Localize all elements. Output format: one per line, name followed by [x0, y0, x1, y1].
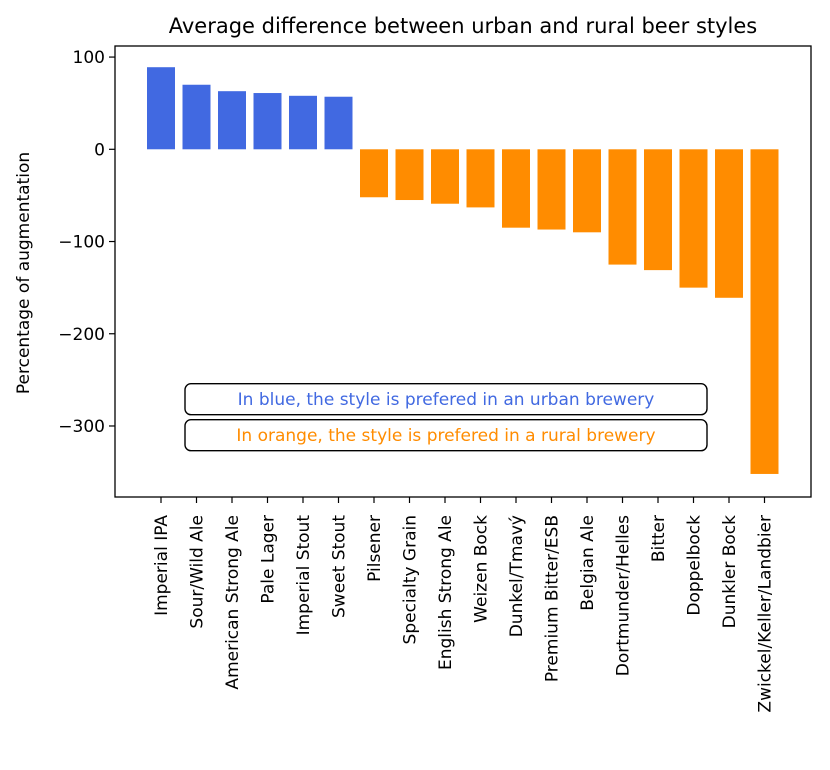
annotation-text: In orange, the style is prefered in a ru… — [236, 426, 655, 446]
x-tick-label: English Strong Ale — [436, 515, 456, 670]
bar-american-strong-ale — [218, 91, 246, 150]
bar-belgian-ale — [573, 149, 601, 233]
bar-weizen-bock — [466, 149, 495, 208]
x-tick-label: Pale Lager — [259, 515, 279, 604]
annotation-text: In blue, the style is prefered in an urb… — [238, 390, 655, 410]
x-ticks-group: Imperial IPA Sour/Wild Ale American Strong… — [152, 497, 776, 713]
x-tick-label: Imperial Stout — [294, 515, 314, 636]
x-tick-label: Imperial IPA — [152, 515, 172, 616]
x-tick-label: Zwickel/Keller/Landbier — [756, 515, 776, 713]
x-tick-label: Belgian Ale — [578, 515, 598, 611]
bar-english-strong-ale — [431, 149, 459, 204]
x-tick-label: Dortmunder/Helles — [614, 515, 634, 676]
x-tick-label: Sweet Stout — [330, 515, 350, 618]
bar-doppelbock — [679, 149, 708, 288]
y-axis-label: Percentage of augmentation — [14, 152, 34, 394]
bar-imperial-stout — [289, 95, 317, 150]
bars-group — [147, 67, 779, 474]
x-tick-label: Dunkel/Tmavý — [507, 515, 527, 637]
annotations-group: In blue, the style is prefered in an urb… — [184, 383, 708, 452]
chart-title: Average difference between urban and rur… — [169, 14, 758, 38]
plot-frame — [114, 45, 812, 498]
annotation-box — [184, 419, 708, 452]
x-tick-label: Premium Bitter/ESB — [543, 515, 563, 682]
y-tick-label: −200 — [58, 325, 105, 345]
y-ticks-group: 100 0 −100 −200 −300 — [58, 48, 115, 437]
bar-zwickel-keller-landbier — [750, 149, 779, 474]
x-tick-label: Bitter — [649, 515, 669, 562]
y-tick-label: −100 — [58, 233, 105, 253]
annotation-box — [184, 383, 708, 416]
x-tick-label: Weizen Bock — [472, 515, 492, 623]
bar-pale-lager — [253, 93, 282, 150]
bar-dunkler-bock — [715, 149, 743, 298]
x-tick-label: Specialty Grain — [401, 515, 421, 644]
bar-bitter — [644, 149, 672, 271]
bar-imperial-ipa — [147, 67, 175, 150]
bar-pilsener — [360, 149, 388, 198]
bar-sour-wild-ale — [182, 84, 211, 150]
bar-sweet-stout — [324, 96, 353, 150]
bar-dunkel-tmav- — [502, 149, 530, 228]
y-tick-label: 0 — [94, 140, 105, 160]
bar-specialty-grain — [395, 149, 424, 201]
x-tick-label: Dunkler Bock — [720, 515, 740, 628]
x-tick-label: American Strong Ale — [223, 515, 243, 690]
x-tick-label: Sour/Wild Ale — [188, 515, 208, 629]
bar-premium-bitter-esb — [537, 149, 566, 230]
x-tick-label: Doppelbock — [685, 515, 705, 616]
y-tick-label: −300 — [58, 417, 105, 437]
y-tick-label: 100 — [73, 48, 105, 68]
x-tick-label: Pilsener — [365, 515, 385, 582]
bar-dortmunder-helles — [608, 149, 637, 265]
